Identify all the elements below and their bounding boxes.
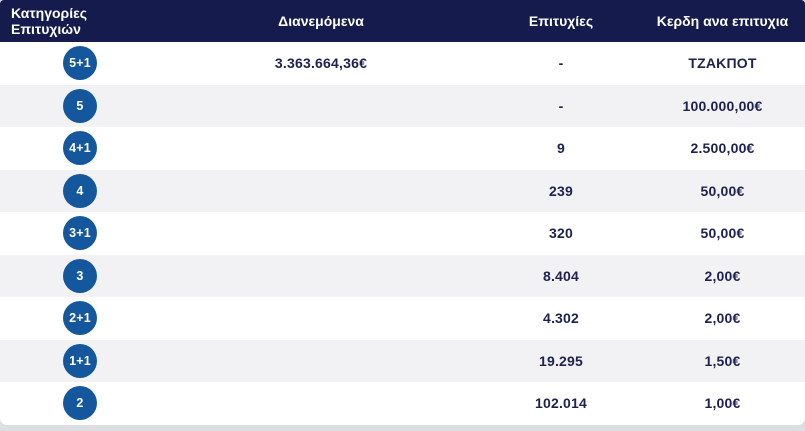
column-header-prize-per-win: Κερδη ανα επιτυχια xyxy=(656,13,789,29)
column-header-categories: Κατηγορίες Επιτυχιών xyxy=(11,5,88,37)
category-cell: 5 xyxy=(0,88,160,123)
prize-cell: 1,50€ xyxy=(704,352,741,369)
category-cell: 2+1 xyxy=(0,301,160,336)
column-header-wins: Επιτυχίες xyxy=(528,13,594,29)
wins-cell: - xyxy=(558,97,564,114)
wins-cell: 239 xyxy=(549,182,573,199)
category-badge: 3+1 xyxy=(63,216,97,251)
table-row: 4 239 50,00€ xyxy=(0,169,805,212)
prize-cell: 50,00€ xyxy=(700,225,745,242)
wins-cell: 320 xyxy=(549,225,573,242)
prize-cell: 2,00€ xyxy=(704,267,741,284)
distributed-cell: 3.363.664,36€ xyxy=(274,55,368,72)
category-cell: 5+1 xyxy=(0,46,160,81)
category-badge: 2 xyxy=(63,386,97,421)
category-badge: 1+1 xyxy=(63,343,97,378)
category-cell: 3 xyxy=(0,258,160,293)
category-badge: 5 xyxy=(63,88,97,123)
prize-cell: 50,00€ xyxy=(700,182,745,199)
wins-cell: 4.302 xyxy=(542,310,580,327)
category-badge: 3 xyxy=(63,258,97,293)
prize-cell: ΤΖΑΚΠΟΤ xyxy=(688,55,757,72)
table-row: 2 102.014 1,00€ xyxy=(0,382,805,425)
wins-cell: 8.404 xyxy=(542,267,580,284)
category-cell: 2 xyxy=(0,386,160,421)
prize-cell: 1,00€ xyxy=(704,395,741,412)
category-cell: 4+1 xyxy=(0,131,160,166)
table-row: 3+1 320 50,00€ xyxy=(0,212,805,255)
table-row: 2+1 4.302 2,00€ xyxy=(0,297,805,340)
category-badge: 4 xyxy=(63,173,97,208)
table-header: Κατηγορίες Επιτυχιών Διανεμόμενα Επιτυχί… xyxy=(0,0,805,42)
table-row: 1+1 19.295 1,50€ xyxy=(0,339,805,382)
category-cell: 3+1 xyxy=(0,216,160,251)
wins-cell: 19.295 xyxy=(538,352,584,369)
wins-cell: - xyxy=(558,55,564,72)
column-header-distributed: Διανεμόμενα xyxy=(278,13,364,29)
wins-cell: 102.014 xyxy=(534,395,587,412)
table-row: 4+1 9 2.500,00€ xyxy=(0,127,805,170)
prize-cell: 100.000,00€ xyxy=(682,97,763,114)
table-body: 5+1 3.363.664,36€ - ΤΖΑΚΠΟΤ 5 - 100.000,… xyxy=(0,42,805,425)
category-badge: 2+1 xyxy=(63,301,97,336)
prize-cell: 2.500,00€ xyxy=(690,140,755,157)
wins-cell: 9 xyxy=(557,140,565,157)
category-badge: 5+1 xyxy=(63,46,97,81)
table-row: 3 8.404 2,00€ xyxy=(0,254,805,297)
category-cell: 1+1 xyxy=(0,343,160,378)
category-badge: 4+1 xyxy=(63,131,97,166)
prize-cell: 2,00€ xyxy=(704,310,741,327)
category-cell: 4 xyxy=(0,173,160,208)
table-row: 5 - 100.000,00€ xyxy=(0,84,805,127)
table-row: 5+1 3.363.664,36€ - ΤΖΑΚΠΟΤ xyxy=(0,42,805,85)
